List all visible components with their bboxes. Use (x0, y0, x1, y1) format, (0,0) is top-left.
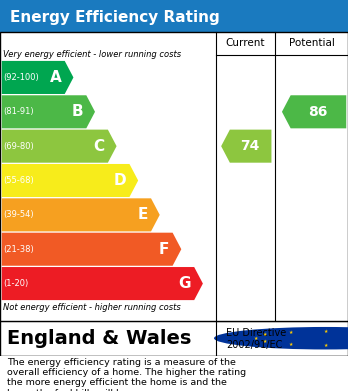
Text: (92-100): (92-100) (3, 73, 39, 82)
Text: (81-91): (81-91) (3, 107, 33, 116)
Text: E: E (137, 207, 148, 222)
Text: F: F (159, 242, 169, 257)
Text: Very energy efficient - lower running costs: Very energy efficient - lower running co… (3, 50, 182, 59)
Bar (0, 0, 348, 32)
Text: (1-20): (1-20) (3, 279, 28, 288)
Text: B: B (71, 104, 83, 119)
Text: G: G (178, 276, 191, 291)
Text: (21-38): (21-38) (3, 245, 33, 254)
Text: 86: 86 (308, 105, 327, 119)
Text: ★: ★ (288, 342, 293, 347)
Polygon shape (2, 267, 203, 300)
Text: Current: Current (226, 38, 265, 48)
Polygon shape (2, 61, 73, 94)
Text: England & Wales: England & Wales (7, 329, 191, 348)
Text: 2002/91/EC: 2002/91/EC (226, 340, 283, 350)
Text: EU Directive: EU Directive (226, 328, 286, 338)
Polygon shape (2, 130, 117, 163)
Text: D: D (113, 173, 126, 188)
Polygon shape (2, 164, 138, 197)
Polygon shape (2, 233, 181, 266)
Text: 74: 74 (240, 139, 260, 153)
Polygon shape (221, 130, 271, 163)
Polygon shape (282, 95, 346, 128)
Text: Not energy efficient - higher running costs: Not energy efficient - higher running co… (3, 303, 181, 312)
Text: ★: ★ (323, 343, 327, 348)
Text: The energy efficiency rating is a measure of the
overall efficiency of a home. T: The energy efficiency rating is a measur… (7, 357, 246, 391)
Text: C: C (93, 139, 104, 154)
Circle shape (214, 327, 348, 350)
Text: ★: ★ (254, 336, 258, 341)
Text: ★: ★ (263, 339, 267, 344)
Text: (39-54): (39-54) (3, 210, 33, 219)
Text: ★: ★ (288, 330, 293, 335)
Text: (69-80): (69-80) (3, 142, 33, 151)
Text: ★: ★ (263, 332, 267, 337)
Polygon shape (2, 198, 160, 231)
Text: A: A (49, 70, 61, 85)
Text: Energy Efficiency Rating: Energy Efficiency Rating (10, 10, 220, 25)
Text: (55-68): (55-68) (3, 176, 33, 185)
Text: ★: ★ (323, 329, 327, 334)
Polygon shape (2, 95, 95, 128)
Text: Potential: Potential (288, 38, 334, 48)
